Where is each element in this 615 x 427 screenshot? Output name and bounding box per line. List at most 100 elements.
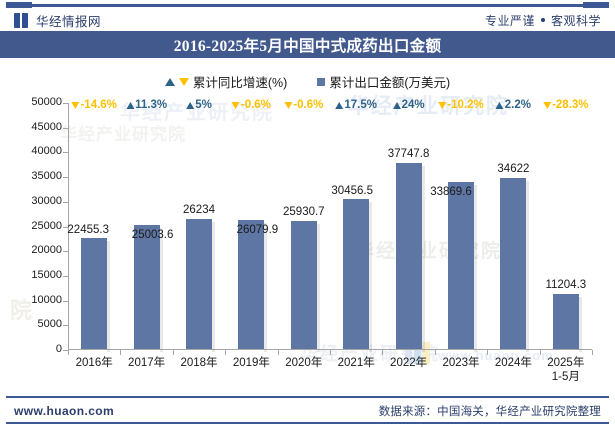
y-axis-tick	[63, 325, 68, 327]
growth-annotation: 11.3%	[126, 99, 167, 111]
x-axis-label-line: 2019年	[232, 357, 270, 369]
triangle-up-icon	[335, 101, 344, 109]
x-axis-label: 2024年	[495, 356, 532, 370]
x-axis-label: 2016年	[76, 356, 113, 370]
y-axis-tick	[63, 127, 68, 129]
chart-legend: 累计同比增速(%) 累计出口金额(万美元)	[0, 72, 615, 91]
y-axis-label: 0	[55, 343, 62, 355]
growth-value-label: 11.3%	[135, 99, 168, 111]
triangle-down-icon	[543, 101, 552, 109]
x-axis-label: 2021年	[338, 356, 375, 370]
y-axis-label: 35000	[31, 170, 62, 183]
square-marker-icon	[317, 77, 326, 86]
growth-value-label: -0.6%	[240, 99, 271, 111]
bar-value-label: 34622	[497, 162, 530, 175]
y-axis-tick	[63, 300, 68, 302]
bar[interactable]	[395, 162, 425, 353]
top-divider-cap-right	[583, 2, 609, 8]
bar[interactable]	[290, 220, 321, 353]
x-axis-label-line: 2024年	[494, 357, 532, 369]
bar[interactable]	[552, 293, 583, 353]
footer-site-url[interactable]: www.huaon.com	[14, 404, 115, 418]
growth-value-label: -14.6%	[80, 99, 117, 111]
brand-name: 华经情报网	[36, 14, 102, 29]
plot-area: 0 5000 10000 15000 20000 25000 30000 35000 40000…	[31, 96, 593, 383]
x-axis-label-line: 2025年	[547, 357, 585, 369]
y-axis-tick	[63, 103, 68, 104]
bar-value-label: 22455.3	[67, 224, 109, 237]
bar[interactable]	[238, 220, 268, 352]
bar[interactable]	[133, 225, 163, 352]
growth-annotation: 2.2%	[495, 99, 531, 111]
footer-source: 数据来源：中国海关，华经产业研究院整理	[378, 406, 601, 418]
x-axis-tick	[330, 350, 331, 355]
y-axis-tick	[63, 251, 68, 253]
brand: 华经情报网	[14, 11, 101, 30]
chart-container: 华经产业研究院 华经产业研究院 华经产业研究院 华经产业研究院 华经产业研究院 …	[0, 58, 615, 390]
x-axis-label-line: 1-5月	[551, 371, 580, 383]
x-axis-label: 2022年	[390, 356, 427, 370]
x-axis-label: 2017年	[128, 356, 165, 370]
bar-value-label: 25930.7	[283, 205, 325, 218]
growth-annotation: 24%	[392, 99, 425, 111]
x-axis-label-line: 2018年	[180, 357, 218, 369]
x-axis	[68, 349, 592, 350]
bar[interactable]	[185, 219, 216, 352]
legend-item-growth[interactable]: 累计同比增速(%)	[164, 72, 288, 91]
legend-label-growth: 累计同比增速(%)	[192, 76, 288, 90]
legend-item-amount[interactable]: 累计出口金额(万美元)	[317, 72, 450, 91]
growth-annotation: -0.6%	[231, 99, 271, 111]
growth-annotation: -10.2%	[438, 99, 484, 111]
triangle-up-icon	[164, 77, 175, 86]
growth-value-label: 24%	[401, 99, 425, 111]
triangle-up-icon	[186, 101, 195, 109]
growth-annotation: -0.6%	[284, 99, 323, 111]
triangle-down-icon	[71, 101, 80, 109]
x-axis-tick	[434, 350, 436, 355]
triangle-up-icon	[495, 101, 504, 109]
x-axis-label-line: 2023年	[442, 357, 480, 369]
page-footer: www.huaon.com 数据来源：中国海关，华经产业研究院整理	[0, 400, 615, 422]
growth-annotation: 17.5%	[335, 99, 377, 111]
x-axis-tick	[225, 350, 227, 355]
bar[interactable]	[447, 181, 478, 353]
y-axis-tick	[63, 177, 68, 179]
slogan: 专业严谨 客观科学	[485, 12, 601, 29]
x-axis-label-line: 2017年	[128, 357, 166, 369]
y-axis-label: 15000	[31, 268, 62, 281]
y-axis-label: 40000	[31, 145, 62, 158]
bar[interactable]	[343, 198, 373, 353]
x-axis-tick	[382, 350, 384, 355]
top-divider	[6, 4, 609, 7]
bullet-dot-icon	[540, 18, 545, 22]
x-axis-label: 2023年	[442, 356, 479, 370]
title-bar: 2016-2025年5月中国中式成药出口金额	[0, 31, 615, 58]
triangle-down-icon	[438, 101, 447, 109]
top-divider-cap-left	[6, 2, 32, 8]
x-axis-label-line: 2016年	[75, 357, 113, 369]
y-axis-label: 5000	[37, 318, 62, 331]
x-axis-label-line: 2021年	[337, 357, 375, 369]
y-axis-label: 25000	[31, 219, 62, 232]
x-axis-tick	[277, 350, 279, 355]
growth-value-label: 5%	[195, 99, 212, 111]
x-axis-label: 2019年	[233, 356, 270, 370]
bar[interactable]	[500, 177, 530, 353]
x-axis-label: 2020年	[285, 356, 322, 370]
growth-annotation: -28.3%	[543, 99, 589, 111]
growth-value-label: 17.5%	[344, 99, 377, 111]
bar-value-label: 11204.3	[545, 278, 587, 291]
triangle-up-icon	[392, 101, 401, 109]
bar[interactable]	[81, 238, 111, 352]
y-axis-tick	[63, 275, 68, 277]
x-axis-label-line: 2022年	[390, 357, 428, 369]
slogan-right: 客观科学	[550, 13, 601, 28]
footer-divider-bottom	[6, 422, 609, 424]
bar-value-label: 26079.9	[236, 224, 279, 237]
growth-value-label: -0.6%	[293, 99, 324, 111]
triangle-up-icon	[126, 101, 135, 109]
x-axis-tick	[592, 350, 593, 355]
x-axis-label: 2025年 1-5月	[547, 356, 584, 384]
slogan-left: 专业严谨	[484, 13, 535, 28]
